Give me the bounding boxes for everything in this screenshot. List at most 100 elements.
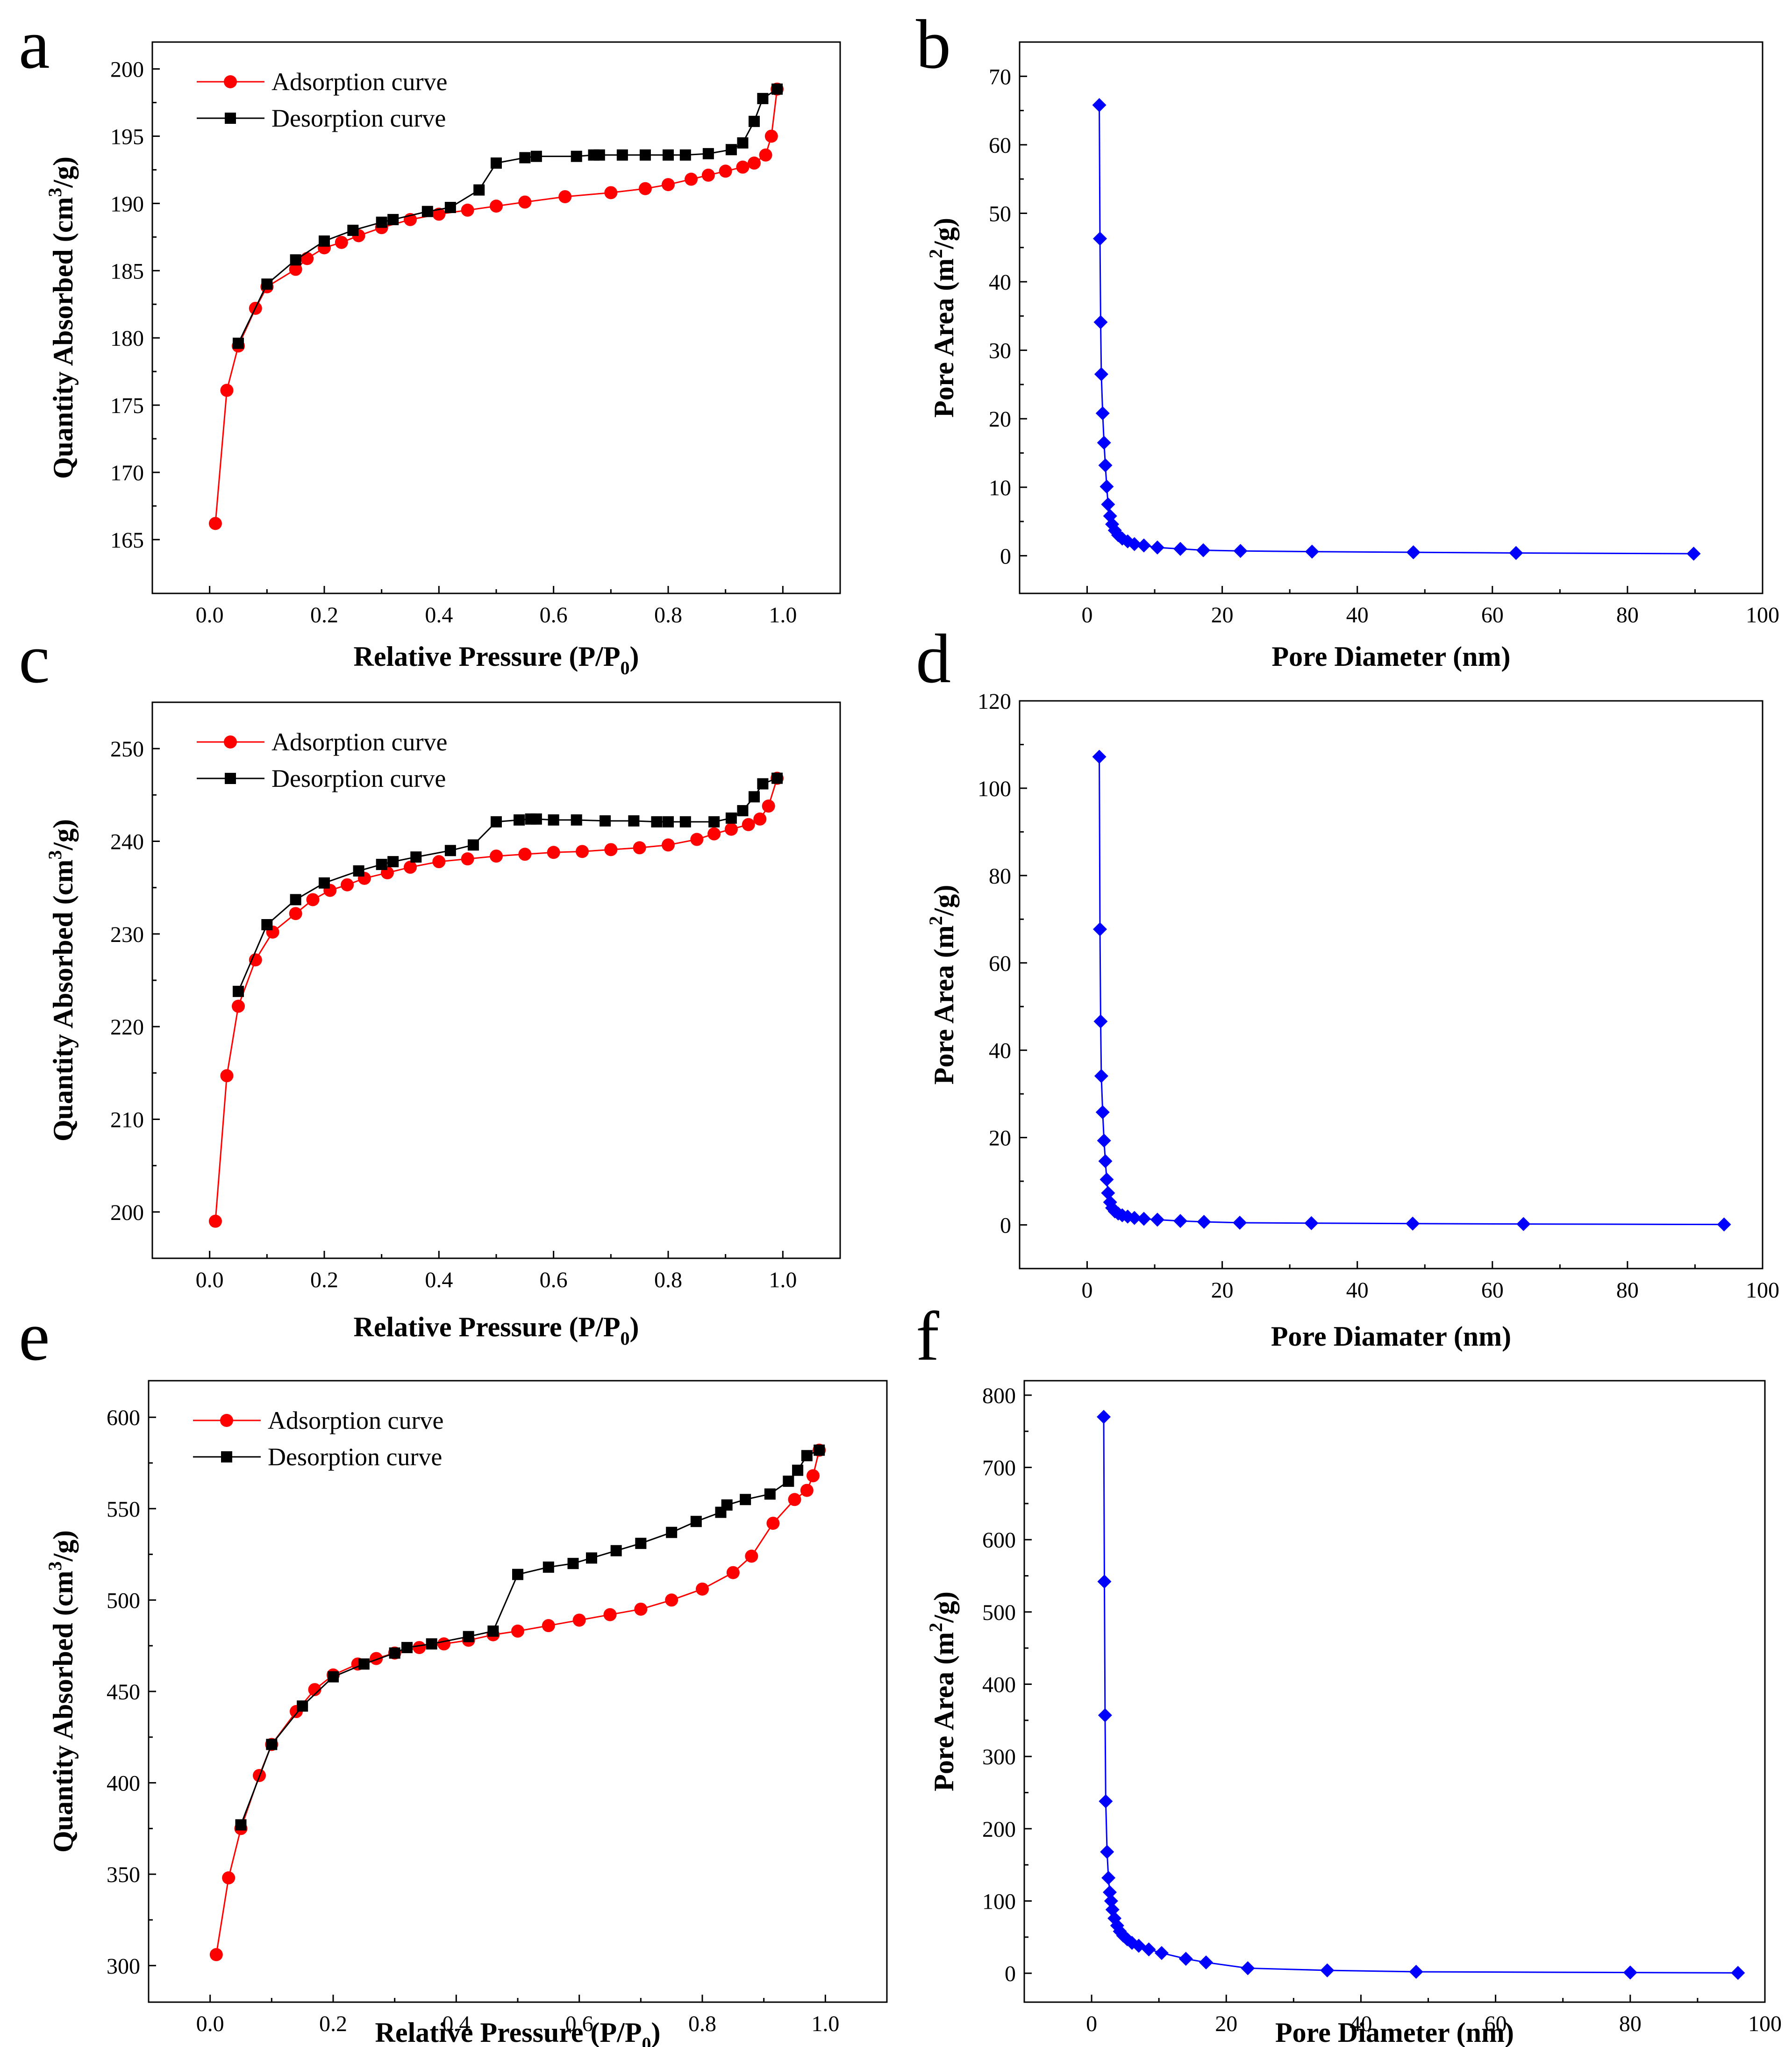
y-tick-label: 175 [110,393,144,418]
legend-label: Adsorption curve [271,68,447,96]
data-point [1516,1217,1531,1231]
x-axis-title-main: Pore Diameter (nm) [1275,2017,1514,2047]
data-point [1092,98,1107,112]
legend-marker [224,75,237,88]
data-point [1094,367,1108,381]
x-tick-label: 1.0 [769,1268,797,1292]
data-point [748,157,761,170]
x-axis-title-end: ) [629,641,639,672]
data-point [663,149,674,161]
data-point [726,1566,740,1579]
y-axis-title-main: Quantity Absorbed (cm [48,1571,79,1853]
data-point [220,1069,234,1083]
data-point [308,1683,321,1697]
data-point [662,178,675,192]
data-point [1095,1105,1110,1120]
data-point [1623,1965,1637,1980]
data-point [771,772,783,784]
data-point [387,856,399,868]
y-tick-label: 250 [110,737,144,762]
data-point [1099,479,1114,494]
data-point [742,818,755,831]
data-point [1304,1216,1319,1230]
data-point [519,152,531,164]
data-point [387,214,399,225]
data-point [548,814,559,826]
data-point [576,845,589,858]
data-point [771,83,783,95]
legend-label: Desorption curve [268,1443,442,1471]
x-tick-label: 0.8 [688,2011,716,2036]
data-point [1717,1217,1731,1232]
x-tick-label: 0.0 [196,1268,224,1292]
data-point [1136,1212,1151,1226]
data-point [685,172,698,186]
x-tick-label: 60 [1481,603,1504,628]
data-point [610,1545,622,1556]
x-axis-title: Pore Diameter (nm) [1272,641,1511,672]
y-tick-label: 60 [989,133,1011,158]
data-point [604,843,618,856]
chart-panel-b: b 0 20 40 60 80 100 0 10 20 30 40 50 60 70 Pore Diamete… [916,6,1779,672]
data-point [800,1484,814,1497]
data-point [757,778,769,790]
chart-panel-e: e0.0 0.2 0.4 0.6 0.8 1.0300350400450500550600… [19,1298,888,2047]
data-point [542,1619,555,1633]
data-point [1100,1845,1114,1859]
data-point [1099,1172,1114,1187]
y-tick-label: 80 [989,864,1011,889]
x-tick-label: 40 [1346,603,1369,628]
data-point [208,517,222,530]
y-tick-label: 500 [982,1600,1016,1625]
data-point [1154,1946,1169,1960]
y-axis-title-sup: 2 [925,916,946,925]
chart-panel-c: c 0.0 0.2 0.4 0.6 0.8 1.0 200 210 220 230 240 250 Rel… [19,620,841,1349]
x-tick-label: 1.0 [811,2011,839,2036]
data-point [370,1652,383,1665]
x-tick-label: 0.6 [540,603,568,628]
data-point [1097,1134,1111,1148]
data-point [208,1214,222,1228]
data-point [358,1658,370,1670]
data-point [764,129,778,143]
data-point [737,137,749,149]
data-point [571,814,582,826]
data-point [762,799,775,813]
x-tick-label: 0.8 [654,1268,682,1292]
data-point [690,833,704,846]
data-point [413,1641,426,1655]
series-line-0 [1099,105,1694,555]
y-axis-title-end: /g) [48,1530,79,1562]
data-point [719,164,732,178]
x-tick-label: 0 [1086,2011,1097,2036]
y-tick-label: 240 [110,830,144,855]
data-point [725,812,737,824]
plot-frame [1023,1380,1766,2003]
data-point [725,144,737,156]
data-point [1150,1213,1164,1227]
data-point [1094,1069,1108,1083]
legend-marker [224,735,237,749]
legend-label: Adsorption curve [271,728,447,756]
legend-label: Adsorption curve [268,1406,443,1434]
data-point [266,1739,278,1750]
data-point [1178,1952,1193,1966]
x-axis-title-main: Relative Pressure (P/P [354,641,621,672]
data-point [567,1558,579,1569]
data-point [1127,537,1142,551]
y-tick-label: 300 [107,1954,140,1979]
y-axis-title-main: Quantity Absorbed (cm [48,860,79,1141]
data-point [740,1494,751,1505]
x-axis-title-sub: 0 [620,1328,629,1349]
series-line-0 [214,778,778,1221]
data-point [1406,545,1421,560]
y-tick-label: 350 [107,1862,140,1887]
y-tick-label: 600 [107,1405,140,1430]
data-point [376,859,387,870]
data-point [1142,1942,1156,1957]
y-tick-label: 30 [989,339,1011,364]
data-point [1099,1794,1113,1809]
panel-letter: a [19,6,50,83]
x-tick-label: 0.0 [196,603,224,628]
data-point [328,1671,339,1683]
